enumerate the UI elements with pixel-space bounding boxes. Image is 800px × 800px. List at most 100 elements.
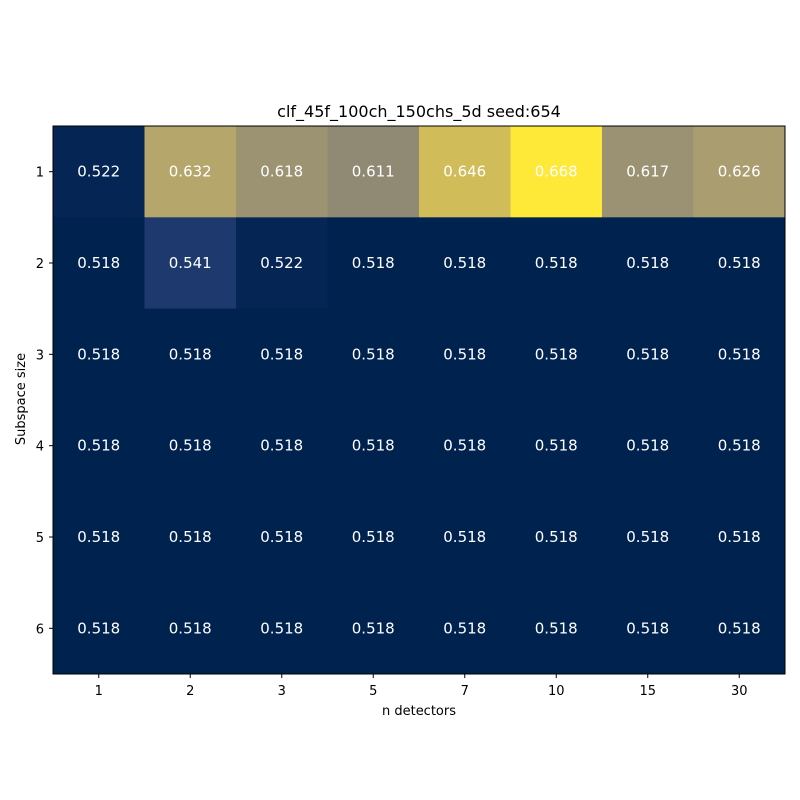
- heatmap-cell: [510, 308, 603, 401]
- y-axis-label: Subspace size: [14, 353, 29, 445]
- heatmap-cell: [236, 308, 328, 401]
- heatmap-cell: [236, 400, 328, 492]
- x-axis: 1 2 3 5 7 10 15 30: [95, 674, 748, 699]
- y-axis: 1 2 3 4 5 6: [36, 166, 53, 637]
- x-tick-label: 3: [278, 684, 286, 699]
- cell-value-label: 0.518: [260, 619, 303, 637]
- cell-value-label: 0.518: [626, 345, 669, 363]
- cell-value-label: 0.518: [443, 528, 486, 546]
- cell-value-label: 0.518: [535, 254, 578, 272]
- heatmap-cell: [510, 126, 603, 218]
- cell-value-label: 0.518: [352, 437, 395, 455]
- cell-value-label: 0.518: [535, 437, 578, 455]
- cell-value-label: 0.518: [535, 345, 578, 363]
- heatmap-cell: [693, 491, 786, 584]
- heatmap-cell: [327, 582, 420, 675]
- heatmap-cell: [419, 308, 511, 401]
- heatmap-cell: [510, 582, 603, 675]
- cell-value-label: 0.522: [77, 163, 120, 181]
- heatmap-cell: [236, 126, 328, 218]
- cell-value-label: 0.518: [169, 437, 212, 455]
- cell-value-label: 0.518: [626, 619, 669, 637]
- cell-value-label: 0.518: [535, 619, 578, 637]
- heatmap-cell: [510, 400, 603, 492]
- cell-value-label: 0.518: [718, 528, 761, 546]
- cell-value-label: 0.518: [77, 345, 120, 363]
- axes-frame: [52, 125, 786, 675]
- cell-value-label: 0.518: [443, 254, 486, 272]
- cell-value-label: 0.668: [535, 163, 578, 181]
- cell-value-label: 0.522: [260, 254, 303, 272]
- heatmap-cell: [419, 400, 511, 492]
- heatmap-cell: [236, 582, 328, 675]
- heatmap-cell: [602, 126, 694, 218]
- heatmap-cell: [53, 126, 145, 218]
- cell-value-label: 0.518: [352, 528, 395, 546]
- heatmap-cell: [144, 400, 237, 492]
- cell-value-label: 0.611: [352, 163, 395, 181]
- cell-value-label: 0.518: [352, 619, 395, 637]
- cell-value-label: 0.518: [169, 528, 212, 546]
- y-tick-label: 6: [36, 622, 44, 637]
- heatmap-cell: [53, 400, 145, 492]
- heatmap-cell: [327, 308, 420, 401]
- chart-title: clf_45f_100ch_150chs_5d seed:654: [277, 102, 561, 122]
- heatmap-cell: [53, 308, 145, 401]
- y-tick-label: 1: [36, 166, 44, 181]
- y-tick-label: 4: [36, 440, 44, 455]
- heatmap-cell: [419, 582, 511, 675]
- heatmap-cell: [602, 400, 694, 492]
- x-axis-label: n detectors: [382, 704, 456, 719]
- y-tick-label: 5: [36, 531, 44, 546]
- x-tick-label: 1: [95, 684, 103, 699]
- heatmap-cell: [327, 491, 420, 584]
- y-tick-label: 2: [36, 257, 44, 272]
- heatmap-cell: [236, 217, 328, 310]
- heatmap-cells: 0.522 0.632 0.618 0.611 0.646 0.668 0.617 0.626…: [53, 126, 786, 675]
- heatmap-cell: [236, 491, 328, 584]
- heatmap-cell: [510, 217, 603, 310]
- cell-value-label: 0.518: [77, 254, 120, 272]
- heatmap-cell: [419, 217, 511, 310]
- cell-value-label: 0.617: [626, 163, 669, 181]
- cell-value-label: 0.518: [443, 345, 486, 363]
- cell-value-label: 0.618: [260, 163, 303, 181]
- heatmap-cell: [53, 217, 145, 310]
- heatmap-cell: [53, 491, 145, 584]
- heatmap-cell: [144, 582, 237, 675]
- cell-value-label: 0.518: [77, 528, 120, 546]
- heatmap-cell: [327, 217, 420, 310]
- heatmap-cell: [510, 491, 603, 584]
- heatmap-cell: [602, 308, 694, 401]
- heatmap-cell: [144, 217, 237, 310]
- heatmap-cell: [602, 217, 694, 310]
- cell-value-label: 0.518: [77, 619, 120, 637]
- cell-value-label: 0.518: [718, 619, 761, 637]
- cell-value-label: 0.518: [443, 437, 486, 455]
- heatmap-cell: [419, 126, 511, 218]
- cell-value-label: 0.626: [718, 163, 761, 181]
- x-tick-label: 5: [369, 684, 377, 699]
- cell-value-label: 0.518: [626, 528, 669, 546]
- x-tick-label: 2: [186, 684, 194, 699]
- heatmap-cell: [693, 217, 786, 310]
- heatmap-cell: [327, 126, 420, 218]
- y-tick-label: 3: [36, 348, 44, 363]
- heatmap-cell: [53, 582, 145, 675]
- x-tick-label: 7: [461, 684, 469, 699]
- x-tick-label: 30: [731, 684, 748, 699]
- heatmap-cell: [144, 308, 237, 401]
- heatmap-cell: [419, 491, 511, 584]
- heatmap-cell: [327, 400, 420, 492]
- cell-value-label: 0.518: [718, 254, 761, 272]
- cell-value-label: 0.518: [352, 345, 395, 363]
- heatmap-cell: [693, 126, 786, 218]
- heatmap-cell: [602, 491, 694, 584]
- heatmap-cell: [693, 582, 786, 675]
- x-tick-label: 10: [548, 684, 565, 699]
- cell-value-label: 0.518: [169, 619, 212, 637]
- heatmap-cell: [144, 491, 237, 584]
- heatmap-cell: [144, 126, 237, 218]
- cell-value-label: 0.518: [535, 528, 578, 546]
- heatmap-cell: [693, 400, 786, 492]
